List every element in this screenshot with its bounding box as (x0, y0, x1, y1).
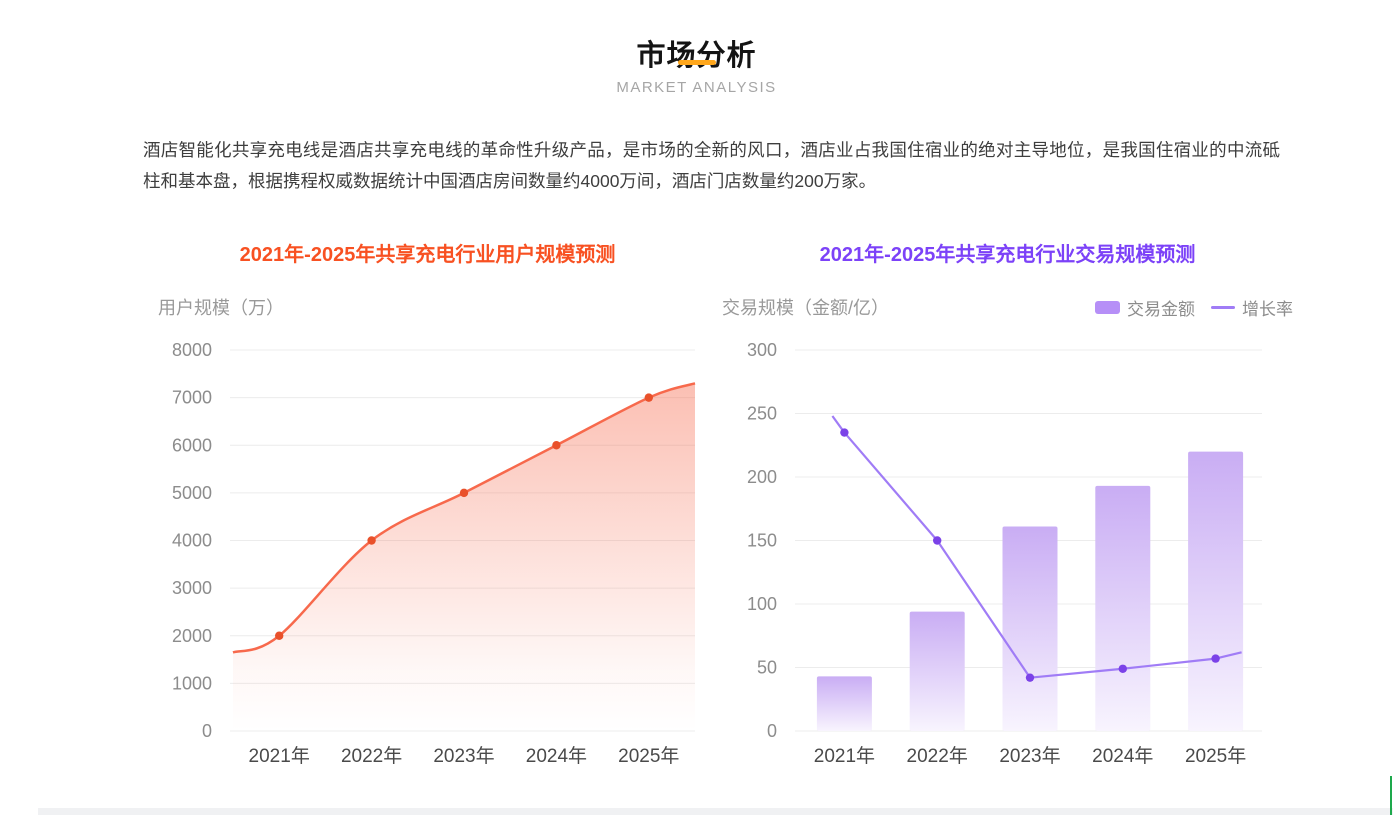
transaction-scale-axis-name: 交易规模（金额/亿） (722, 298, 890, 318)
data-point (1211, 654, 1220, 663)
data-point (840, 428, 849, 437)
svg-text:2025年: 2025年 (1185, 745, 1246, 767)
user-scale-axis-name: 用户规模（万） (158, 298, 284, 318)
svg-text:8000: 8000 (172, 340, 212, 360)
transaction-bar (1188, 451, 1244, 731)
svg-text:4000: 4000 (172, 531, 212, 551)
svg-text:2021年: 2021年 (814, 745, 875, 767)
bar-series-swatch-icon (1095, 300, 1120, 314)
legend-item-amount[interactable]: 交易金额 (1095, 295, 1195, 320)
legend-item-growth[interactable]: 增长率 (1195, 295, 1293, 320)
svg-text:2023年: 2023年 (999, 745, 1060, 767)
svg-text:2021年: 2021年 (249, 745, 310, 767)
data-point (275, 631, 284, 640)
svg-text:3000: 3000 (172, 578, 212, 598)
user-scale-area-chart: 0 1000 2000 3000 4000 5000 6000 7000 8000 2021年 20… (172, 340, 696, 767)
user-scale-chart-block: 2021年-2025年共享充电行业用户规模预测 用户规模（万） 0 1000 200… (140, 242, 715, 797)
title-accent-bar (677, 60, 716, 65)
legend-label-amount: 交易金额 (1127, 299, 1195, 319)
svg-text:100: 100 (747, 594, 777, 614)
data-point (367, 536, 376, 545)
page-subtitle: MARKET ANALYSIS (616, 79, 777, 96)
transaction-scale-chart-title: 2021年-2025年共享充电行业交易规模预测 (819, 244, 1196, 266)
svg-text:6000: 6000 (172, 435, 212, 455)
svg-text:2025年: 2025年 (618, 745, 679, 767)
svg-text:50: 50 (757, 658, 777, 678)
next-section-divider (38, 808, 1393, 815)
svg-text:150: 150 (747, 531, 777, 551)
chart-legend: 交易金额 增长率 (1095, 295, 1293, 320)
svg-text:300: 300 (747, 340, 777, 360)
svg-text:2024年: 2024年 (1092, 745, 1153, 767)
data-point (1025, 673, 1035, 682)
data-point (1118, 664, 1127, 673)
svg-text:2024年: 2024年 (526, 745, 587, 767)
legend-label-growth: 增长率 (1242, 299, 1293, 319)
page-title: 市场分析 (636, 40, 757, 73)
svg-text:7000: 7000 (172, 388, 212, 408)
user-scale-chart-title: 2021年-2025年共享充电行业用户规模预测 (239, 244, 616, 266)
svg-text:2022年: 2022年 (341, 745, 402, 767)
svg-text:250: 250 (747, 404, 777, 424)
data-point (933, 536, 942, 545)
transaction-scale-bar-line-chart: 0 50 100 150 200 250 300 2021年 2022年 2023年 2024年 20… (747, 340, 1262, 767)
svg-text:5000: 5000 (172, 483, 212, 503)
intro-paragraph: 酒店智能化共享充电线是酒店共享充电线的革命性升级产品，是市场的全新的风口，酒店业… (143, 140, 1280, 191)
svg-text:0: 0 (767, 721, 777, 741)
svg-text:2022年: 2022年 (907, 745, 968, 767)
data-point (644, 393, 653, 402)
transaction-bar (816, 676, 872, 731)
data-point (552, 441, 561, 450)
svg-text:200: 200 (747, 467, 777, 487)
transaction-bar (1095, 485, 1151, 731)
line-series-swatch-icon (1211, 305, 1235, 309)
transaction-bar (909, 611, 965, 731)
transaction-bar (1002, 526, 1058, 731)
svg-text:1000: 1000 (172, 673, 212, 693)
svg-text:2023年: 2023年 (433, 745, 494, 767)
transaction-scale-chart-block: 2021年-2025年共享充电行业交易规模预测 交易规模（金额/亿） 交易金额 … (720, 242, 1295, 797)
grid: 0 50 100 150 200 250 300 (747, 340, 1262, 741)
text-cursor-artifact (1390, 776, 1392, 815)
svg-text:2000: 2000 (172, 626, 212, 646)
data-point (459, 488, 469, 498)
area-fill (233, 383, 695, 731)
svg-text:0: 0 (202, 721, 212, 741)
